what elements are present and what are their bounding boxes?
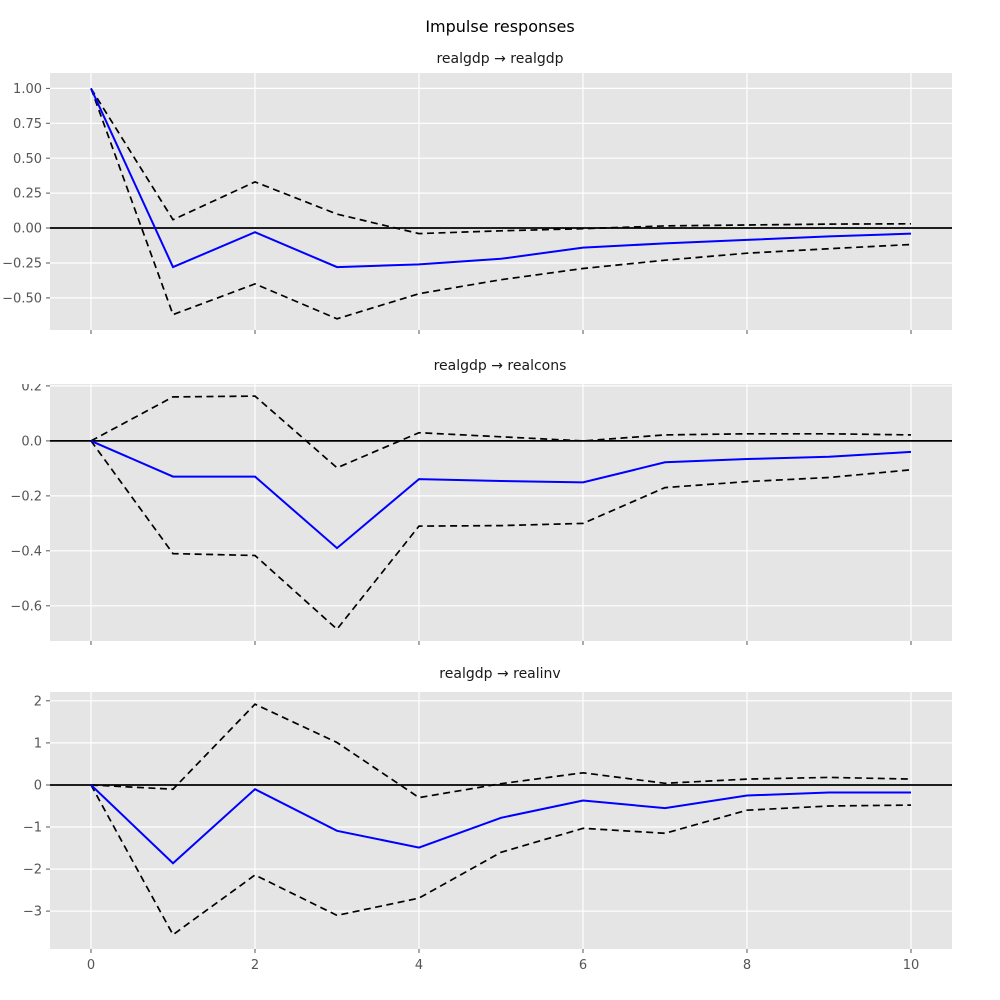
tick-labels: 0.2 0.0 −0.2 −0.4 −0.6: [10, 384, 42, 614]
axes-background: [50, 692, 952, 949]
y-tick-label: 0.50: [13, 152, 42, 167]
tick-marks: [46, 87, 912, 334]
y-tick-label: 0.25: [13, 187, 42, 202]
subplot-title-realgdp-realinv: realgdp → realinv: [439, 666, 561, 682]
y-tick-label: −3: [23, 905, 42, 920]
tick-marks: [46, 385, 912, 645]
plot-area-realgdp-realgdp: 1.00 0.75 0.50 0.25 0.00 −0.25 −0.50: [2, 73, 952, 334]
y-tick-label: −0.2: [10, 489, 42, 504]
y-tick-label: 0: [34, 779, 42, 794]
y-tick-label: 0.2: [21, 384, 42, 394]
ci-lower-line: [90, 784, 912, 936]
y-tick-label: −0.50: [2, 291, 42, 306]
x-tick-label: 0: [87, 958, 95, 973]
tick-labels: 1.00 0.75 0.50 0.25 0.00 −0.25 −0.50: [2, 82, 42, 307]
x-tick-label: 10: [903, 958, 920, 973]
ci-upper-line: [90, 703, 912, 799]
irf-line: [90, 784, 911, 865]
y-tick-label: 1.00: [13, 82, 42, 97]
subplot-title-realgdp-realgdp: realgdp → realgdp: [436, 51, 564, 67]
axes-background: [50, 384, 952, 641]
tick-marks: [46, 700, 912, 953]
y-tick-label: −0.6: [10, 599, 42, 614]
y-tick-label: 0.00: [13, 222, 42, 237]
y-tick-label: −2: [23, 863, 42, 878]
irf-line: [90, 439, 912, 550]
x-tick-label: 8: [743, 958, 751, 973]
y-tick-label: −0.4: [10, 544, 42, 559]
x-tick-label: 4: [415, 958, 423, 973]
tick-labels: 210−1−2−30 2 4 6 8 10: [23, 694, 919, 973]
y-tick-label: 2: [34, 694, 42, 709]
plot-area-realgdp-realinv: 210−1−2−30 2 4 6 8 10: [23, 692, 952, 973]
y-tick-label: −1: [23, 821, 42, 836]
ci-upper-line: [90, 395, 912, 469]
irf-line: [90, 87, 912, 269]
gridlines: [50, 73, 952, 330]
y-tick-label: 0.75: [13, 117, 42, 132]
figure-title: Impulse responses: [425, 17, 575, 36]
ci-upper-line: [90, 87, 912, 235]
ci-lower-line: [90, 440, 912, 631]
y-tick-label: 1: [34, 736, 42, 751]
axes-background: [50, 73, 952, 330]
subplot-title-realgdp-realcons: realgdp → realcons: [433, 358, 567, 374]
y-tick-label: −0.25: [2, 257, 42, 272]
x-tick-label: 6: [579, 958, 587, 973]
y-tick-label: 0.0: [21, 434, 42, 449]
plot-area-realgdp-realcons: 0.2 0.0 −0.2 −0.4 −0.6: [10, 384, 952, 645]
x-tick-label: 2: [251, 958, 259, 973]
